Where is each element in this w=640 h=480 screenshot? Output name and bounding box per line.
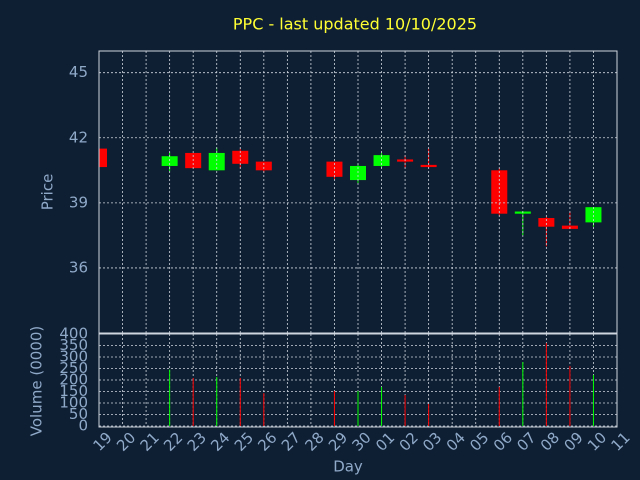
x-tick-label: 07 — [513, 429, 539, 455]
x-tick-label: 23 — [184, 429, 210, 455]
x-tick-label: 26 — [254, 429, 280, 455]
y2-tick-label: 300 — [59, 348, 88, 366]
candle-body — [232, 150, 249, 164]
x-tick-label: 10 — [584, 429, 610, 455]
x-axis-label: Day — [333, 458, 363, 476]
y-tick-label: 42 — [69, 128, 88, 146]
x-tick-label: 22 — [160, 429, 186, 455]
y2-tick-label: 350 — [59, 336, 88, 354]
y-tick-label: 36 — [69, 258, 88, 276]
candle-body — [585, 207, 602, 223]
y2-tick-label: 400 — [59, 325, 88, 343]
x-tick-label: 29 — [325, 429, 351, 455]
x-tick-label: 28 — [301, 429, 327, 455]
y2-tick-label: 50 — [69, 405, 88, 423]
y2-tick-label: 100 — [59, 394, 88, 412]
x-tick-label: 11 — [608, 429, 634, 455]
candle-body — [326, 161, 343, 177]
x-tick-label: 04 — [443, 429, 469, 455]
candle-body — [208, 152, 225, 171]
x-tick-label: 25 — [231, 429, 257, 455]
y2-tick-label: 0 — [78, 417, 88, 435]
x-tick-label: 30 — [349, 429, 375, 455]
x-tick-label: 19 — [90, 429, 116, 455]
x-tick-label: 20 — [113, 429, 139, 455]
y2-tick-label: 250 — [59, 359, 88, 377]
x-tick-label: 05 — [466, 429, 492, 455]
price-panel — [99, 146, 602, 247]
candle-body — [255, 161, 272, 171]
x-tick-label: 09 — [560, 429, 586, 455]
x-tick-label: 02 — [396, 429, 422, 455]
candle-body — [538, 218, 555, 227]
y-tick-label: 39 — [69, 193, 88, 211]
y2-axis-label: Volume (0000) — [28, 326, 46, 436]
y2-tick-label: 200 — [59, 371, 88, 389]
x-tick-label: 06 — [490, 429, 516, 455]
candle-body — [99, 148, 107, 168]
candle-body — [350, 165, 366, 181]
x-tick-label: 24 — [207, 429, 233, 455]
chart-title: PPC - last updated 10/10/2025 — [233, 15, 477, 34]
candle-body — [161, 156, 178, 166]
x-tick-label: 27 — [278, 429, 304, 455]
x-tick-label: 03 — [419, 429, 445, 455]
x-tick-label: 21 — [137, 429, 163, 455]
x-tick-label: 08 — [537, 429, 563, 455]
x-tick-label: 01 — [372, 429, 398, 455]
y2-tick-label: 150 — [59, 382, 88, 400]
y-axis-label: Price — [39, 174, 57, 211]
y-tick-label: 45 — [69, 63, 88, 81]
candle-body — [420, 164, 437, 168]
